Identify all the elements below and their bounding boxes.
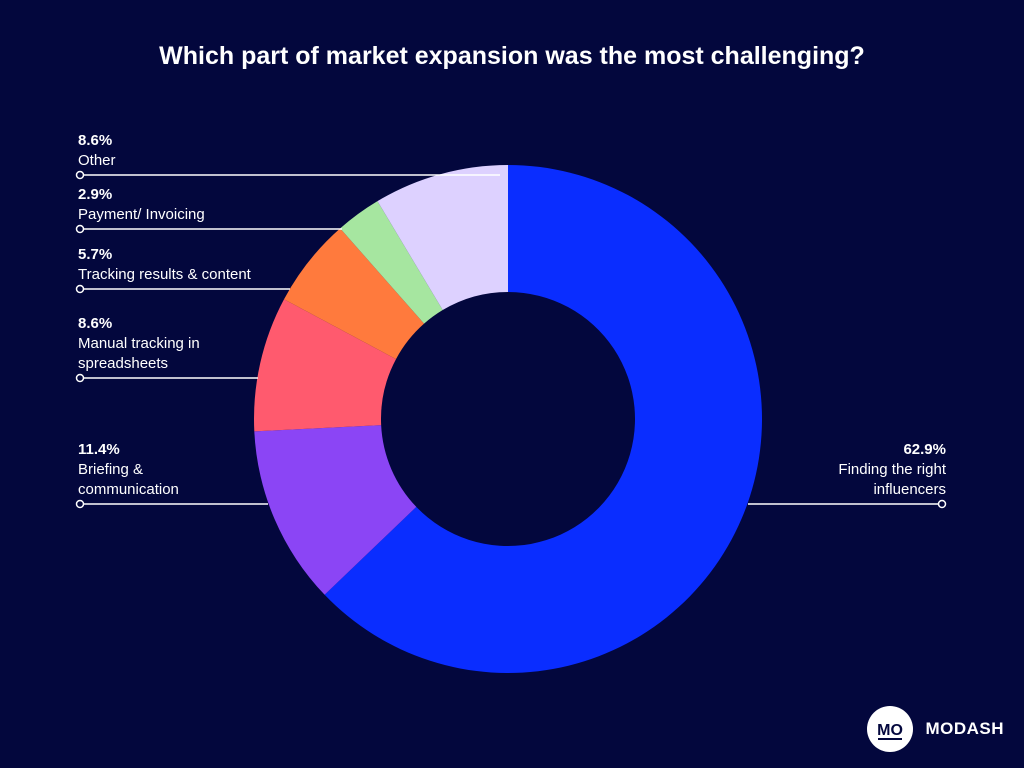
slice-value-label-4: 2.9% xyxy=(78,186,112,203)
slice-value-label-1: 11.4% xyxy=(78,441,120,458)
brand: MO MODASH xyxy=(867,706,1004,752)
slice-category-label-1-0: Briefing & xyxy=(78,461,143,478)
slice-5 xyxy=(377,165,508,311)
slice-category-label-3-0: Tracking results & content xyxy=(78,266,252,283)
svg-text:MO: MO xyxy=(878,722,904,739)
slice-3 xyxy=(284,228,425,360)
slice-2 xyxy=(254,299,397,432)
callout-dot-3 xyxy=(75,284,85,294)
slice-value-label-2: 8.6% xyxy=(78,315,112,332)
slice-1 xyxy=(254,425,417,595)
slice-category-label-4-0: Payment/ Invoicing xyxy=(78,206,205,223)
callout-dot-1 xyxy=(75,499,85,509)
slice-4 xyxy=(340,201,443,324)
slice-value-label-5: 8.6% xyxy=(78,132,112,149)
slice-callouts: 62.9% Finding the right influencers 11.4% Br… xyxy=(75,132,947,509)
slice-value-label-3: 5.7% xyxy=(78,246,112,263)
slice-category-label-0-1: influencers xyxy=(873,481,946,498)
slice-category-label-2-0: Manual tracking in xyxy=(78,335,200,352)
slice-0 xyxy=(324,165,762,673)
donut-slices xyxy=(254,165,762,673)
chart-title: Which part of market expansion was the m… xyxy=(159,42,865,70)
slice-category-label-0-0: Finding the right xyxy=(838,461,946,478)
callout-dot-0 xyxy=(937,499,947,509)
callout-dot-4 xyxy=(75,224,85,234)
modash-logo-icon: MO xyxy=(867,706,914,752)
slice-category-label-2-1: spreadsheets xyxy=(78,355,168,372)
callout-dot-2 xyxy=(75,373,85,383)
brand-name: MODASH xyxy=(925,719,1004,738)
slice-value-label-0: 62.9% xyxy=(903,441,946,458)
slice-category-label-5-0: Other xyxy=(78,152,116,169)
callout-dot-5 xyxy=(75,170,85,180)
slice-category-label-1-1: communication xyxy=(78,481,179,498)
